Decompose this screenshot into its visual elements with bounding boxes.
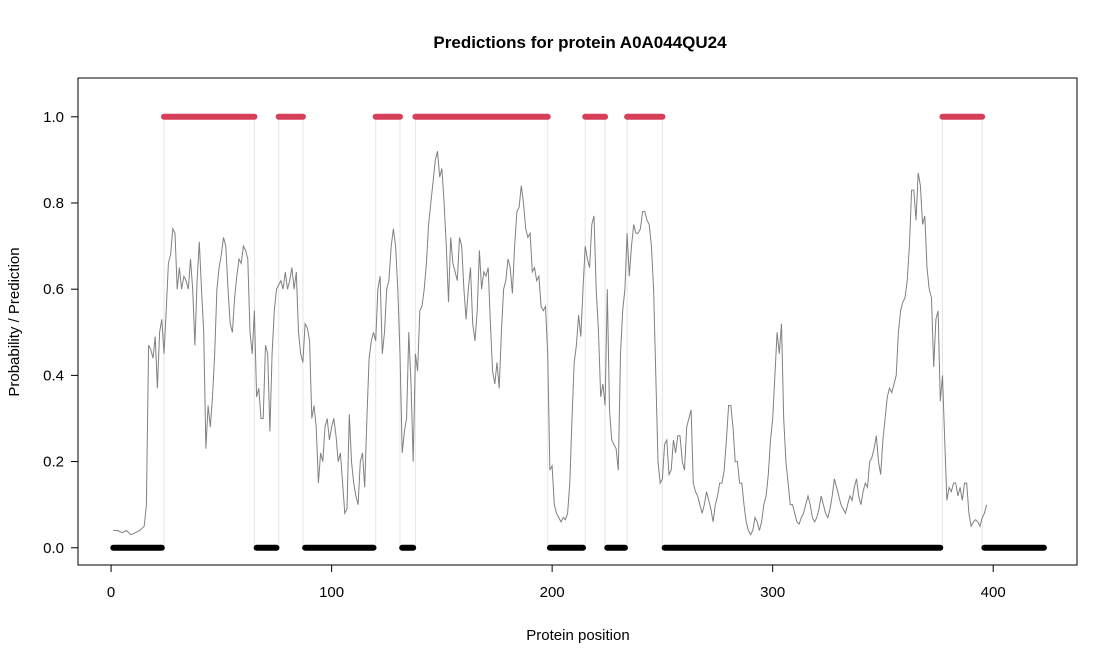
x-tick-label: 200 — [540, 584, 565, 601]
y-tick-label: 0.0 — [43, 540, 64, 557]
x-tick-label: 300 — [760, 584, 785, 601]
y-tick-label: 0.4 — [43, 367, 64, 384]
y-tick-label: 0.2 — [43, 454, 64, 471]
y-axis-label: Probability / Prediction — [6, 247, 23, 396]
y-tick-label: 0.6 — [43, 281, 64, 298]
y-tick-label: 1.0 — [43, 109, 64, 126]
x-tick-label: 100 — [319, 584, 344, 601]
chart-title: Predictions for protein A0A044QU24 — [433, 33, 727, 52]
x-tick-label: 0 — [107, 584, 115, 601]
x-axis: 0 100 200 300 400 — [107, 564, 1006, 601]
x-axis-label: Protein position — [526, 627, 629, 644]
x-tick-label: 400 — [981, 584, 1006, 601]
y-axis: 0.0 0.2 0.4 0.6 0.8 1.0 — [43, 109, 79, 557]
prediction-segments — [110, 113, 1047, 551]
y-tick-label: 0.8 — [43, 195, 64, 212]
probability-line — [113, 151, 988, 536]
